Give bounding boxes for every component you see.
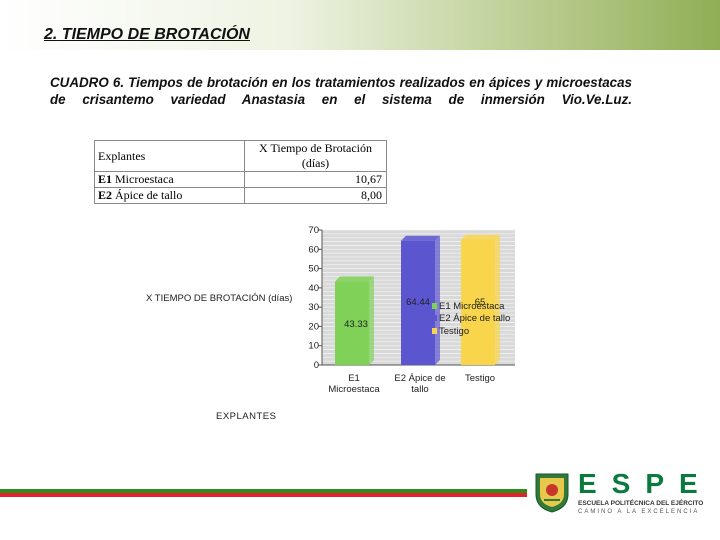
row-name: Ápice de tallo [115,188,183,202]
bar [335,281,369,365]
data-label: 43.33 [344,319,368,330]
legend-label: E2 Ápice de tallo [439,313,510,324]
y-axis-title: X TIEMPO DE BROTACIÓN (días) [146,293,292,304]
legend-swatch [432,328,437,334]
x-tick-label: Microestaca [328,384,380,395]
logo-text: ESPE [578,468,713,499]
bar [401,240,435,365]
legend-swatch [432,315,437,321]
header-band [0,0,720,50]
bar [461,239,495,365]
y-tick-label: 10 [308,341,319,352]
table-caption: CUADRO 6. Tiempos de brotación en los tr… [50,75,632,107]
x-axis-title: EXPLANTES [216,411,276,422]
table-row: E2 Ápice de tallo 8,00 [94,187,387,204]
y-tick-label: 20 [308,321,319,332]
row-label: E2 Ápice de tallo [94,187,245,204]
row-name: Microestaca [115,172,174,186]
logo-subtitle: ESCUELA POLITÉCNICA DEL EJÉRCITO [578,500,704,507]
logo-motto: CAMINO A LA EXCELENCIA [578,509,700,515]
bar-side [495,234,500,365]
legend-label: Testigo [439,326,469,337]
legend-swatch [432,303,437,309]
bar-top [401,235,440,241]
brotacion-table: Explantes X Tiempo de Brotación (días) E… [94,140,387,204]
footer-green-line [0,489,527,493]
row-value: 8,00 [244,187,387,204]
slide-title: 2. TIEMPO DE BROTACIÓN [44,26,250,43]
table-header-row: Explantes X Tiempo de Brotación (días) [94,140,387,172]
y-tick-label: 0 [314,360,319,371]
data-label: 64.44 [406,297,430,308]
legend-label: E1 Microestaca [439,301,505,312]
y-tick-label: 30 [308,302,319,313]
bar-side [369,276,374,365]
data-label: 65 [475,297,486,308]
y-tick-label: 40 [308,283,319,294]
y-tick-label: 70 [308,225,319,236]
crest-icon [535,473,569,513]
espe-logo: ESPE ESCUELA POLITÉCNICA DEL EJÉRCITO CA… [530,468,710,518]
bar-top [335,276,374,282]
row-code: E1 [98,172,113,186]
x-tick-label: E1 [348,373,360,384]
x-tick-label: E2 Ápice de [394,373,445,384]
row-label: E1 Microestaca [94,171,245,188]
bar-top [461,234,500,240]
y-tick-label: 60 [308,244,319,255]
header-explantes: Explantes [94,140,245,172]
x-tick-label: tallo [411,384,428,395]
x-tick-label: Testigo [465,373,495,384]
footer-red-line [0,493,527,497]
y-tick-label: 50 [308,264,319,275]
row-code: E2 [98,188,113,202]
